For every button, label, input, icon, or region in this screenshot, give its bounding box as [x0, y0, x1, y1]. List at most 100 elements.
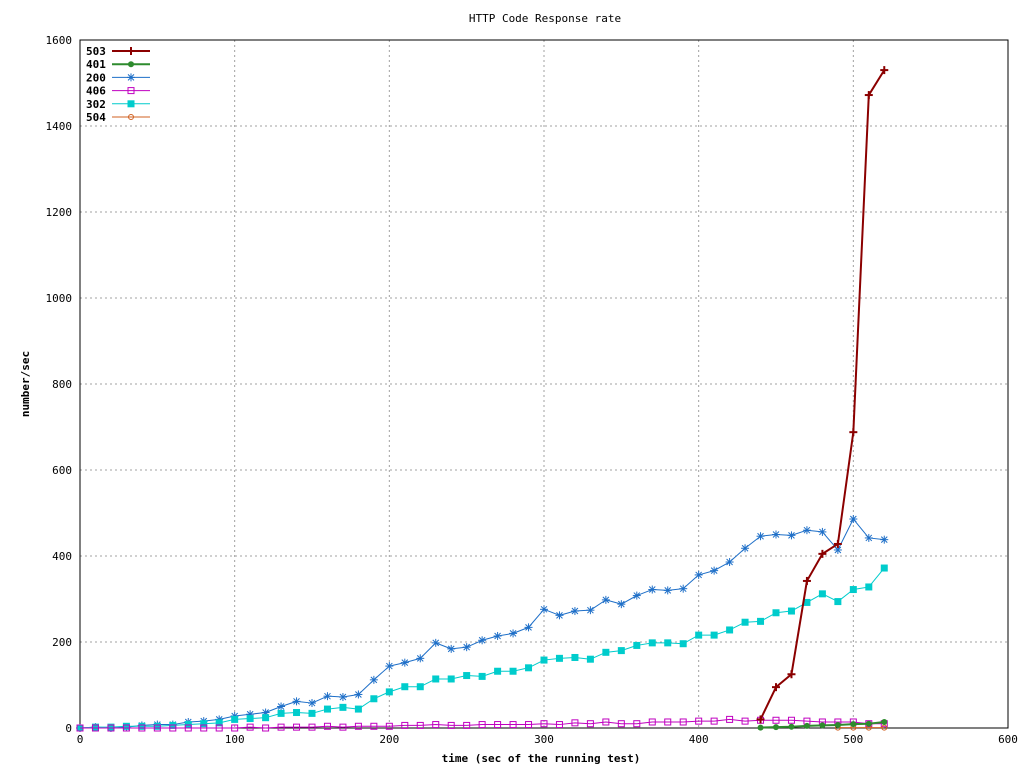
data-point-406 — [153, 724, 161, 732]
data-point-406 — [277, 723, 285, 731]
legend-marker — [127, 73, 135, 82]
data-point-401 — [803, 722, 810, 729]
data-point-200 — [540, 605, 548, 614]
data-point-302 — [416, 683, 424, 691]
data-point-406 — [416, 721, 424, 729]
legend-marker — [127, 47, 135, 55]
data-point-406 — [695, 717, 703, 725]
data-point-406 — [463, 721, 471, 729]
data-point-302 — [246, 715, 254, 723]
data-point-200 — [308, 699, 316, 708]
series-layer — [76, 66, 889, 732]
x-tick-label: 200 — [379, 733, 399, 746]
data-point-503 — [818, 549, 827, 558]
legend-label: 406 — [86, 85, 106, 98]
data-point-302 — [262, 714, 270, 722]
data-point-302 — [107, 723, 115, 731]
data-point-302 — [726, 626, 734, 634]
data-point-503 — [833, 539, 842, 548]
data-point-406 — [91, 724, 99, 732]
data-point-406 — [169, 724, 177, 732]
data-point-200 — [338, 693, 347, 702]
data-point-200 — [818, 527, 827, 536]
data-point-406 — [200, 724, 208, 732]
y-tick-label: 1200 — [46, 206, 73, 219]
data-point-200 — [354, 690, 363, 699]
data-point-406 — [617, 720, 625, 728]
data-point-406 — [633, 720, 641, 728]
data-point-200 — [493, 631, 502, 640]
data-point-200 — [292, 697, 301, 706]
data-point-302 — [880, 564, 888, 572]
data-point-302 — [633, 641, 641, 649]
series-406 — [76, 715, 888, 732]
data-point-200 — [648, 585, 657, 594]
data-point-406 — [184, 724, 192, 732]
data-point-302 — [695, 631, 703, 639]
data-point-406 — [262, 724, 270, 732]
series-line-503 — [759, 69, 886, 720]
data-point-200 — [864, 533, 873, 542]
y-tick-label: 1600 — [46, 34, 73, 47]
data-point-504 — [881, 724, 888, 731]
data-point-200 — [555, 611, 564, 620]
data-point-200 — [741, 544, 750, 553]
legend-item-406: 406 — [86, 85, 150, 98]
y-tick-label: 200 — [52, 636, 72, 649]
data-point-302 — [463, 672, 471, 680]
legend-item-503: 503 — [86, 45, 150, 58]
data-point-302 — [664, 639, 672, 647]
data-point-200 — [586, 606, 595, 615]
data-point-200 — [601, 595, 610, 604]
data-point-302 — [293, 709, 301, 717]
data-point-302 — [741, 618, 749, 626]
data-point-406 — [555, 721, 563, 729]
series-401 — [757, 718, 888, 731]
data-point-406 — [787, 716, 795, 724]
data-point-302 — [401, 683, 409, 691]
x-tick-label: 400 — [689, 733, 709, 746]
data-point-200 — [509, 629, 518, 638]
legend-label: 200 — [86, 71, 106, 84]
data-point-200 — [447, 644, 456, 653]
data-point-200 — [431, 638, 440, 647]
data-point-200 — [524, 623, 533, 632]
series-line-406 — [80, 718, 885, 729]
data-point-406 — [525, 721, 533, 729]
data-point-406 — [339, 723, 347, 731]
data-point-406 — [122, 724, 130, 732]
data-point-302 — [540, 656, 548, 664]
data-point-406 — [679, 718, 687, 726]
data-point-406 — [586, 720, 594, 728]
data-point-302 — [447, 675, 455, 683]
data-point-302 — [602, 648, 610, 656]
data-point-200 — [277, 702, 286, 711]
data-point-406 — [602, 718, 610, 726]
y-axis-ticks: 0 200 400 600 800 1000 1200 1400 1600 — [46, 34, 73, 735]
data-point-406 — [509, 721, 517, 729]
data-point-401 — [773, 724, 779, 731]
x-axis-label: time (sec of the running test) — [442, 752, 641, 765]
data-point-406 — [323, 722, 331, 730]
data-point-302 — [571, 653, 579, 661]
data-point-401 — [865, 720, 872, 727]
data-point-302 — [200, 720, 208, 728]
data-point-406 — [432, 721, 440, 729]
data-point-200 — [632, 591, 641, 600]
data-point-406 — [138, 724, 146, 732]
data-point-302 — [215, 719, 223, 727]
y-tick-label: 400 — [52, 550, 72, 563]
plot-frame — [79, 39, 1009, 729]
data-point-406 — [478, 721, 486, 729]
data-point-302 — [648, 639, 656, 647]
data-point-406 — [215, 724, 223, 732]
legend-label: 302 — [86, 98, 106, 111]
data-point-302 — [865, 583, 873, 591]
data-point-503 — [880, 66, 889, 75]
data-point-406 — [107, 724, 115, 732]
data-point-302 — [757, 617, 765, 625]
data-point-302 — [787, 607, 795, 615]
data-point-406 — [354, 722, 362, 730]
data-point-406 — [726, 715, 734, 723]
series-504 — [834, 724, 888, 731]
